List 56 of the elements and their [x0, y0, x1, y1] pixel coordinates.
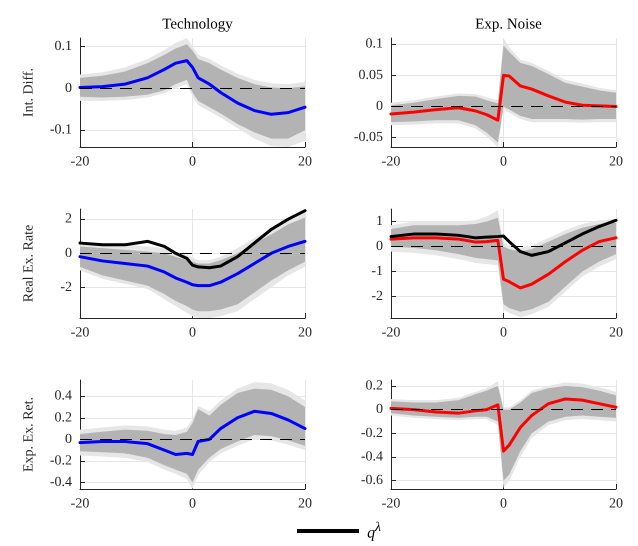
y-tick-label: 0 — [376, 239, 383, 254]
x-tick-label: 0 — [189, 154, 196, 170]
y-tick-label: -0.6 — [360, 473, 383, 488]
x-tick-label: -20 — [70, 326, 90, 340]
x-tick-label: 20 — [609, 326, 623, 340]
line-series — [390, 74, 618, 122]
y-tick-label: -0.05 — [354, 130, 383, 146]
x-tick-label: -20 — [70, 496, 90, 512]
y-axis-title: Real Ex. Rate — [22, 224, 36, 302]
line-series — [78, 240, 306, 288]
x-tick-label: -20 — [382, 154, 400, 170]
y-tick-label: 2 — [65, 212, 72, 227]
line-series — [390, 218, 618, 257]
y-tick-label: 0 — [65, 246, 72, 261]
y-tick-label: -0.4 — [50, 475, 72, 490]
y-tick-label: 0 — [65, 432, 72, 447]
legend-label: q$^{λ}$ — [367, 519, 381, 542]
y-tick-label: 0.1 — [54, 38, 72, 54]
y-tick-label: -0.2 — [360, 426, 383, 441]
y-tick-label: -0.1 — [50, 122, 72, 138]
chart-title: Technology — [162, 16, 234, 32]
y-tick-label: 0 — [376, 99, 383, 114]
x-tick-label: 20 — [298, 496, 312, 512]
x-tick-label: -20 — [70, 154, 90, 170]
x-tick-label: 20 — [609, 154, 623, 170]
y-tick-label: 0 — [376, 402, 383, 418]
line-series — [78, 209, 306, 270]
line-series — [390, 236, 618, 290]
y-tick-label: -2 — [60, 280, 72, 295]
y-tick-label: -0.4 — [360, 450, 383, 465]
x-tick-label: 0 — [500, 326, 507, 340]
line-series — [78, 410, 306, 456]
x-tick-label: 0 — [189, 496, 196, 512]
x-tick-label: 0 — [500, 154, 507, 170]
y-tick-label: -1 — [371, 264, 383, 280]
y-tick-label: 1 — [376, 214, 383, 230]
chart-title: Exp. Noise — [475, 16, 542, 32]
y-axis-title: Exp. Ex. Ret. — [22, 396, 36, 472]
line-series — [390, 397, 618, 453]
x-tick-label: 0 — [189, 326, 196, 340]
y-tick-label: -2 — [371, 289, 383, 304]
x-tick-label: 20 — [609, 496, 623, 512]
x-tick-label: -20 — [382, 326, 400, 340]
x-tick-label: 20 — [298, 326, 312, 340]
x-tick-label: 20 — [298, 154, 312, 170]
y-tick-label: 0.2 — [366, 378, 383, 394]
y-tick-label: 0.05 — [358, 68, 383, 83]
y-tick-label: 0.1 — [366, 36, 383, 52]
x-tick-label: -20 — [382, 496, 400, 512]
y-axis-title: Int. Diff. — [22, 68, 36, 118]
x-tick-label: 0 — [500, 496, 507, 512]
y-tick-label: 0.2 — [54, 410, 72, 426]
line-series — [78, 59, 306, 116]
y-tick-label: 0.4 — [54, 388, 72, 404]
y-tick-label: 0 — [65, 80, 72, 96]
y-tick-label: -0.2 — [50, 453, 72, 468]
